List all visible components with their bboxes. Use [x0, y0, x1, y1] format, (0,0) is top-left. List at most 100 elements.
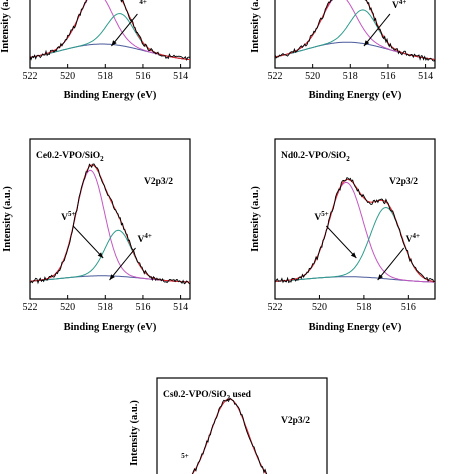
series-peak-V5plus — [275, 0, 435, 60]
plot-area — [191, 397, 268, 474]
peak-region-label: V2p3/2 — [389, 177, 418, 187]
annotation-v4: V4+ — [392, 0, 406, 11]
plot-frame — [156, 377, 328, 474]
panel-title: Cs0.2-VPO/SiO2 used — [163, 390, 252, 402]
series-envelope — [191, 398, 268, 474]
y-axis-title: Intensity (a.u.) — [2, 186, 13, 252]
x-tick-label: 516 — [135, 302, 150, 313]
y-axis-title: Intensity (a.u.) — [250, 186, 261, 252]
x-tick-label: 522 — [23, 71, 38, 82]
x-tick-label: 522 — [268, 302, 283, 313]
annotation-arrowhead — [97, 252, 104, 258]
panel-title: Nd0.2-VPO/SiO2 — [281, 151, 350, 163]
plot-frame — [274, 138, 436, 300]
panel-title-text: Cs0.2-VPO/SiO — [163, 390, 227, 400]
annotation-v5: V5+ — [61, 210, 75, 223]
x-tick-label: 516 — [401, 302, 416, 313]
annotation-arrowhead — [109, 274, 115, 280]
x-tick-label: 518 — [98, 302, 113, 313]
annotation-symbol: V — [392, 1, 399, 11]
panel-top-left: 522 520 518 516 514 Binding Energy (eV) Intens… — [0, 0, 191, 101]
series-envelope — [275, 0, 435, 60]
annotation-superscript: 5+ — [68, 210, 76, 218]
annotation-arrow — [325, 225, 357, 259]
y-axis-title: Intensity (a.u.) — [129, 400, 140, 466]
panel-middle-left: 522 520 518 516 514 Binding Energy (eV) Intens… — [2, 138, 191, 333]
series-peak-V5plus — [191, 398, 268, 474]
panel-top-right: 522 520 518 516 514 Binding Energy (eV) Intens… — [250, 0, 436, 101]
annotation-symbol: V — [61, 213, 68, 223]
plot-area — [30, 163, 190, 285]
plot-area — [275, 0, 435, 62]
annotation-arrowhead — [363, 40, 370, 46]
panel-title-text: Nd0.2-VPO/SiO — [281, 151, 346, 161]
annotation-arrow — [72, 225, 104, 259]
annotation-symbol: V — [406, 235, 413, 245]
annotation-arrow — [109, 247, 136, 281]
annotation-arrow — [363, 13, 391, 47]
annotation-superscript: 4+ — [413, 232, 421, 240]
plot-frame — [29, 0, 191, 69]
x-tick-label: 522 — [23, 302, 38, 313]
annotation-superscript: 5+ — [321, 210, 329, 218]
annotation-v4: V4+ — [138, 232, 152, 245]
annotation-superscript: 4+ — [399, 0, 407, 6]
y-axis-title: Intensity (a.u.) — [250, 0, 261, 53]
panel-bottom-center: Intensity (a.u.) Cs0.2-VPO/SiO2 used V2p3/… — [129, 377, 328, 474]
annotation-arrowhead — [350, 252, 357, 258]
plot-area — [30, 0, 190, 62]
panel-title-subscript: 2 — [100, 155, 104, 163]
x-tick-label: 522 — [268, 71, 283, 82]
annotation-v5: V5+ — [314, 210, 328, 223]
annotation-v4: 4+ — [139, 0, 147, 6]
annotation-superscript: 5+ — [181, 452, 189, 460]
series-raw — [275, 176, 435, 284]
panel-title-text: Ce0.2-VPO/SiO — [36, 151, 100, 161]
plot-area — [275, 176, 435, 284]
x-tick-label: 516 — [135, 71, 150, 82]
x-tick-label: 518 — [356, 302, 371, 313]
series-peak-V4plus — [275, 9, 435, 60]
plot-frame — [29, 138, 191, 300]
panel-title-subscript: 2 — [346, 155, 350, 163]
x-tick-label: 518 — [98, 71, 113, 82]
x-tick-label: 514 — [173, 302, 188, 313]
annotation-superscript: 4+ — [144, 232, 152, 240]
annotation-arrow — [377, 247, 405, 281]
x-tick-label: 514 — [173, 71, 188, 82]
x-tick-label: 520 — [312, 302, 327, 313]
annotation-superscript: 4+ — [139, 0, 147, 6]
series-raw — [275, 0, 435, 62]
annotation-v4: V4+ — [406, 232, 420, 245]
series-peak-V5plus — [30, 169, 190, 283]
x-tick-label: 520 — [60, 71, 75, 82]
plot-frame — [274, 0, 436, 69]
annotation-arrowhead — [111, 40, 117, 46]
x-axis-title: Binding Energy (eV) — [309, 322, 402, 333]
y-axis-title: Intensity (a.u.) — [0, 0, 11, 53]
series-raw — [192, 397, 268, 474]
annotation-arrowhead — [377, 274, 383, 280]
x-axis-title: Binding Energy (eV) — [64, 90, 157, 101]
series-peak-V4plus — [30, 229, 190, 283]
x-tick-label: 520 — [305, 71, 320, 82]
panel-middle-right: 522 520 518 516 Binding Energy (eV) Intensity… — [250, 138, 436, 333]
x-tick-label: 520 — [60, 302, 75, 313]
panel-title-suffix: used — [230, 390, 252, 400]
x-tick-label: 516 — [380, 71, 395, 82]
panel-title: Ce0.2-VPO/SiO2 — [36, 151, 104, 163]
series-raw — [30, 0, 190, 62]
x-axis-title: Binding Energy (eV) — [309, 90, 402, 101]
annotation-symbol: V — [314, 213, 321, 223]
peak-region-label: V2p3/2 — [281, 416, 310, 426]
peak-region-label: V2p3/2 — [144, 177, 173, 187]
panel-title-subscript: 2 — [227, 394, 231, 402]
x-axis-title: Binding Energy (eV) — [64, 322, 157, 333]
annotation-arrow — [111, 13, 138, 47]
annotation-symbol: V — [138, 235, 145, 245]
x-tick-label: 518 — [343, 71, 358, 82]
annotation-v5: 5+ — [181, 452, 189, 460]
series-raw — [30, 163, 190, 285]
x-tick-label: 514 — [418, 71, 433, 82]
